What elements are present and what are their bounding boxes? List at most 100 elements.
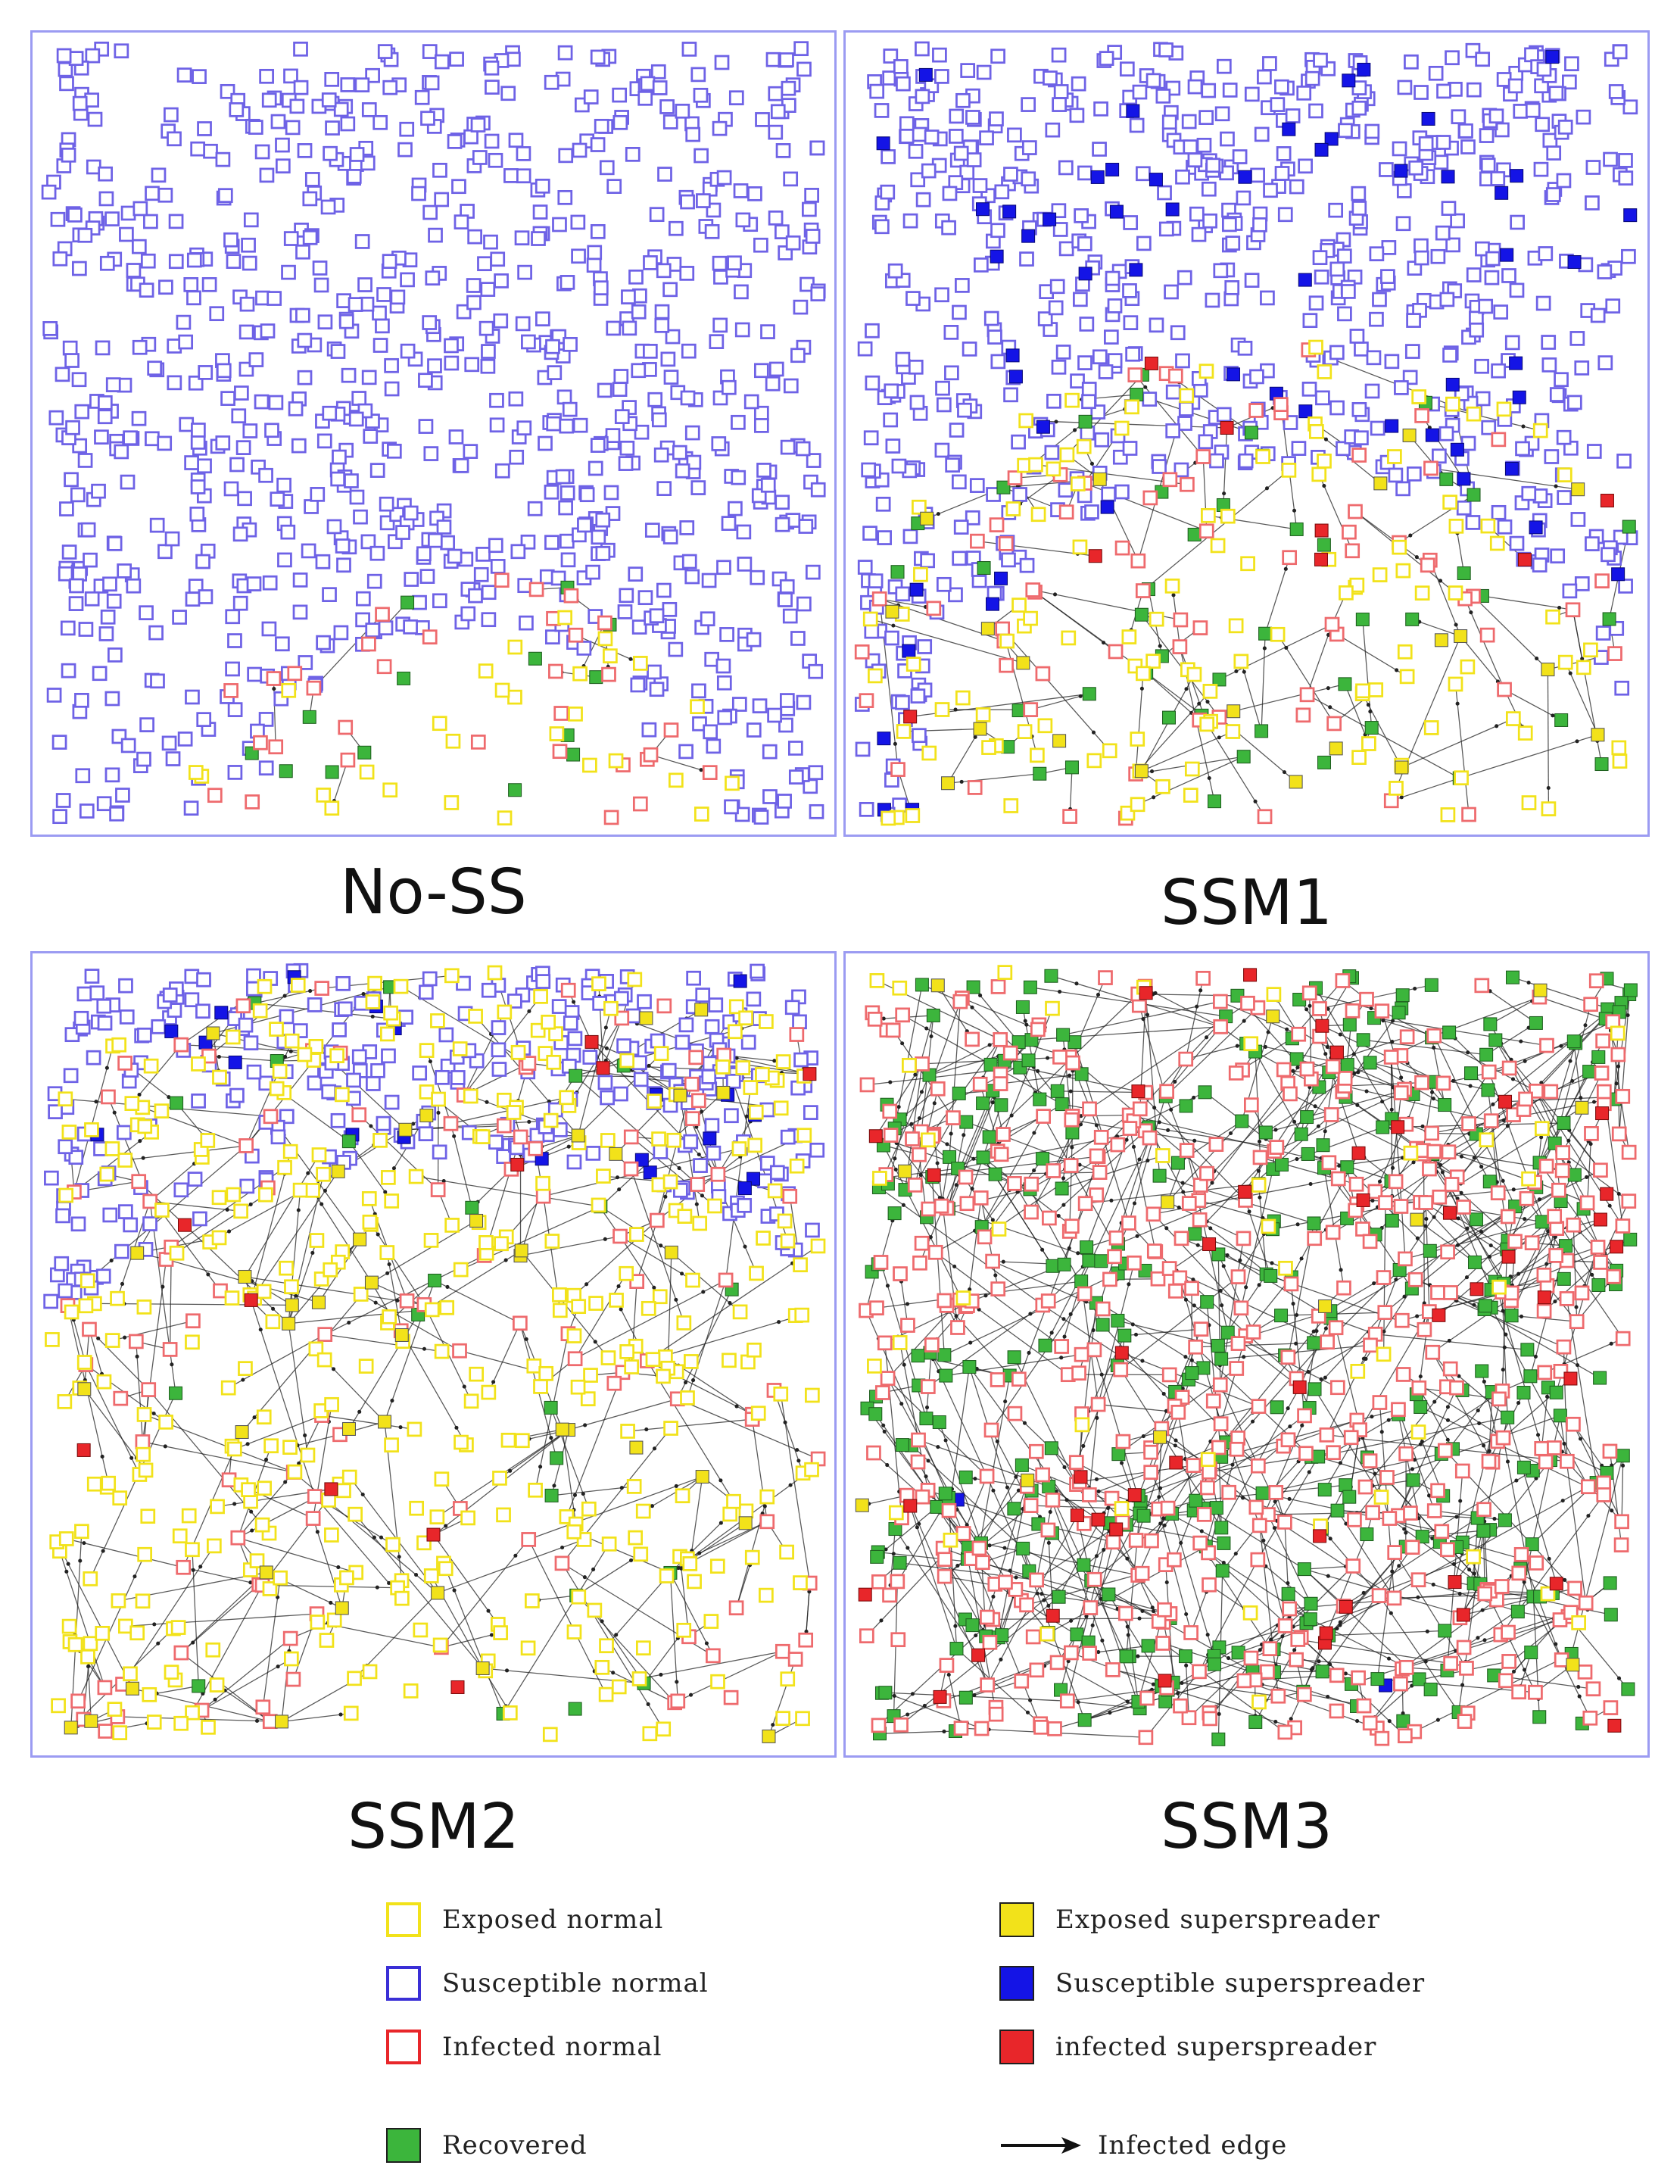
infected-edge: [989, 994, 1139, 1137]
susceptible-superspreader-node: [1509, 356, 1523, 370]
susceptible-normal-node: [724, 799, 739, 815]
edge-arrowhead: [82, 1541, 86, 1546]
susceptible-normal-node: [582, 1050, 598, 1065]
susceptible-normal-node: [591, 529, 606, 545]
susceptible-normal-node: [1191, 226, 1207, 242]
infected-normal-node: [314, 981, 330, 996]
infected-normal-node: [142, 1193, 157, 1209]
edge-arrowhead: [1408, 533, 1413, 538]
panel-ssm1: [843, 30, 1650, 837]
susceptible-normal-node: [335, 538, 351, 554]
susceptible-normal-node: [619, 588, 634, 604]
edge-arrowhead: [454, 1425, 459, 1430]
susceptible-normal-node: [41, 184, 57, 200]
exposed-normal-node: [506, 1105, 522, 1120]
susceptible-normal-node: [361, 370, 377, 385]
susceptible-normal-node: [1513, 104, 1529, 119]
susceptible-normal-node: [1165, 423, 1181, 438]
recovered-node: [1033, 766, 1047, 781]
susceptible-normal-node: [189, 506, 205, 522]
exposed-normal-node: [690, 699, 705, 715]
recovered-node: [1064, 760, 1079, 775]
infected-edge: [125, 1145, 247, 1161]
susceptible-normal-node: [647, 664, 662, 680]
susceptible-normal-node: [643, 255, 658, 270]
susceptible-normal-node: [1238, 453, 1254, 469]
exposed-superspreader-node: [738, 1516, 753, 1530]
susceptible-superspreader-node: [643, 1165, 657, 1180]
susceptible-normal-node: [83, 552, 98, 568]
susceptible-normal-node: [960, 63, 976, 78]
edge-arrowhead: [1283, 566, 1288, 571]
edge-arrowhead: [962, 1133, 966, 1137]
susceptible-normal-node: [192, 69, 207, 84]
susceptible-normal-node: [1107, 353, 1123, 368]
exposed-normal-node: [353, 1287, 369, 1302]
susceptible-normal-node: [535, 974, 551, 989]
susceptible-normal-node: [662, 601, 678, 617]
edge-arrowhead: [1076, 1251, 1080, 1256]
susceptible-normal-node: [1289, 179, 1304, 195]
susceptible-normal-node: [711, 436, 727, 451]
susceptible-superspreader-node: [1298, 273, 1312, 287]
susceptible-normal-node: [1161, 114, 1177, 130]
susceptible-normal-node: [765, 376, 781, 392]
susceptible-normal-node: [372, 114, 388, 130]
exposed-normal-node: [905, 657, 921, 672]
exposed-normal-node: [726, 1493, 741, 1509]
exposed-normal-node: [429, 1509, 445, 1525]
susceptible-normal-node: [1003, 167, 1018, 182]
infected-normal-node: [361, 636, 376, 652]
exposed-superspreader-node: [431, 1586, 445, 1600]
susceptible-normal-node: [223, 481, 239, 497]
susceptible-normal-node: [1237, 340, 1253, 356]
infected-superspreader-node: [510, 1157, 525, 1172]
exposed-normal-node: [583, 1368, 598, 1383]
exposed-normal-node: [384, 1437, 399, 1453]
susceptible-normal-node: [1103, 329, 1119, 345]
susceptible-normal-node: [432, 162, 447, 178]
susceptible-normal-node: [1069, 108, 1085, 123]
infected-edge: [949, 1001, 961, 1157]
exposed-normal-node: [629, 1227, 644, 1242]
exposed-normal-node: [316, 788, 332, 803]
infected-edge: [885, 1692, 1068, 1702]
edge-arrowhead: [527, 1119, 531, 1124]
exposed-normal-node: [269, 1081, 285, 1097]
susceptible-normal-node: [662, 529, 678, 544]
susceptible-normal-node: [470, 117, 486, 133]
exposed-normal-node: [680, 1390, 695, 1406]
susceptible-normal-node: [186, 252, 202, 268]
susceptible-normal-node: [71, 261, 87, 276]
edge-arrowhead: [123, 1335, 127, 1340]
exposed-normal-node: [500, 1432, 516, 1448]
infected-edge: [59, 1551, 106, 1688]
susceptible-normal-node: [612, 382, 628, 397]
infected-normal-node: [1135, 583, 1151, 598]
susceptible-normal-node: [678, 744, 694, 760]
recovered-node: [996, 480, 1011, 495]
susceptible-normal-node: [941, 220, 956, 236]
infected-edge: [1560, 1415, 1587, 1603]
infected-normal-node: [890, 762, 905, 777]
exposed-normal-node: [1445, 396, 1460, 412]
exposed-normal-node: [324, 1396, 339, 1412]
susceptible-normal-node: [679, 266, 695, 281]
edge-arrowhead: [1410, 1467, 1414, 1471]
susceptible-normal-node: [376, 1115, 391, 1131]
susceptible-normal-node: [376, 287, 391, 302]
susceptible-normal-node: [606, 320, 622, 336]
infected-normal-node: [173, 1037, 189, 1053]
susceptible-normal-node: [955, 92, 971, 108]
exposed-normal-node: [348, 1506, 363, 1522]
susceptible-normal-node: [622, 320, 637, 336]
susceptible-normal-node: [355, 591, 371, 607]
susceptible-normal-node: [463, 444, 478, 459]
infected-normal-node: [494, 573, 510, 588]
susceptible-normal-node: [983, 310, 999, 326]
edge-arrowhead: [1090, 1623, 1095, 1627]
exposed-normal-node: [793, 1575, 808, 1590]
edge-arrowhead: [414, 1573, 419, 1577]
exposed-normal-node: [469, 1366, 485, 1382]
edge-arrowhead: [1079, 1114, 1083, 1119]
